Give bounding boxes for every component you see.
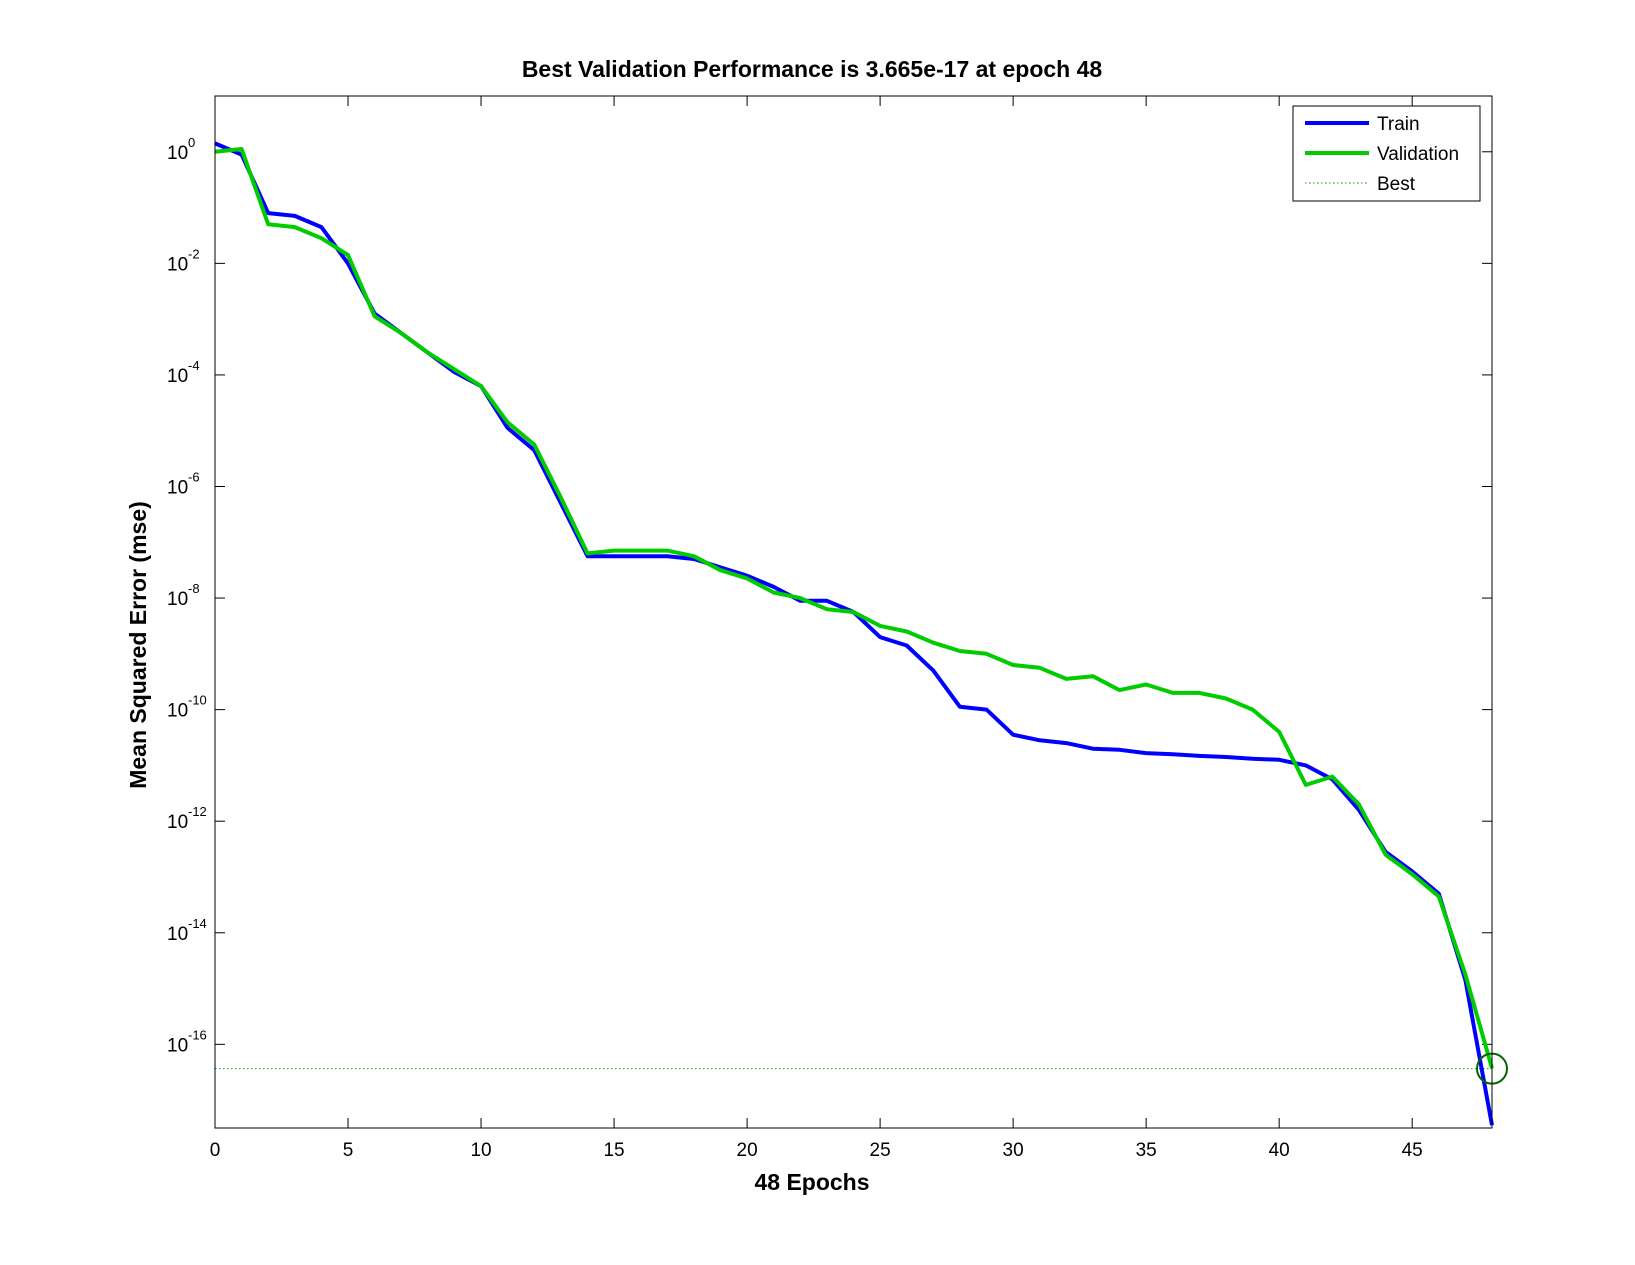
y-tick-exponent: -6 bbox=[188, 469, 200, 484]
chart-title: Best Validation Performance is 3.665e-17… bbox=[522, 56, 1103, 82]
y-tick-exponent: -4 bbox=[188, 358, 200, 373]
legend: Train Validation Best bbox=[1292, 105, 1481, 202]
x-tick-label: 5 bbox=[343, 1140, 354, 1161]
y-axis-label: Mean Squared Error (mse) bbox=[125, 501, 151, 789]
legend-label-best: Best bbox=[1377, 174, 1416, 195]
y-tick-label: 10-12 bbox=[167, 804, 207, 833]
y-tick-label: 100 bbox=[167, 135, 195, 164]
x-tick-label: 15 bbox=[603, 1140, 624, 1161]
x-tick-label: 10 bbox=[470, 1140, 491, 1161]
y-tick-base: 10 bbox=[167, 589, 188, 610]
x-tick-label: 25 bbox=[870, 1140, 891, 1161]
y-tick-exponent: -2 bbox=[188, 246, 200, 261]
x-tick-label: 0 bbox=[210, 1140, 221, 1161]
y-tick-base: 10 bbox=[167, 924, 188, 945]
x-tick-label: 35 bbox=[1136, 1140, 1157, 1161]
legend-label-train: Train bbox=[1377, 114, 1420, 135]
y-tick-exponent: -16 bbox=[188, 1027, 207, 1042]
y-tick-label: 10-8 bbox=[167, 581, 200, 610]
y-tick-label: 10-14 bbox=[167, 916, 207, 945]
y-tick-exponent: 0 bbox=[188, 135, 195, 150]
x-tick-label: 40 bbox=[1269, 1140, 1290, 1161]
y-tick-label: 10-2 bbox=[167, 246, 200, 275]
y-tick-base: 10 bbox=[167, 477, 188, 498]
y-tick-label: 10-4 bbox=[167, 358, 200, 387]
y-tick-exponent: -12 bbox=[188, 804, 207, 819]
series-line-validation bbox=[214, 147, 1494, 1069]
legend-label-validation: Validation bbox=[1377, 144, 1459, 165]
y-tick-base: 10 bbox=[167, 812, 188, 833]
y-tick-label: 10-6 bbox=[167, 469, 200, 498]
y-tick-label: 10-10 bbox=[167, 693, 207, 722]
y-tick-exponent: -14 bbox=[188, 916, 207, 931]
y-tick-exponent: -8 bbox=[188, 581, 200, 596]
x-tick-label: 30 bbox=[1003, 1140, 1024, 1161]
y-tick-base: 10 bbox=[167, 143, 188, 164]
y-tick-exponent: -10 bbox=[188, 693, 207, 708]
x-tick-label: 20 bbox=[737, 1140, 758, 1161]
plot-area: 0 5 10 15 20 25 30 35 40 4510010-210-410-610-810-… bbox=[167, 96, 1508, 1161]
x-tick-label: 45 bbox=[1402, 1140, 1423, 1161]
y-tick-label: 10-16 bbox=[167, 1027, 207, 1056]
series-line-train bbox=[214, 141, 1494, 1126]
y-tick-base: 10 bbox=[167, 701, 188, 722]
axes-frame bbox=[214, 95, 1493, 1129]
y-tick-base: 10 bbox=[167, 254, 188, 275]
x-axis-label: 48 Epochs bbox=[754, 1169, 869, 1195]
y-tick-base: 10 bbox=[167, 366, 188, 387]
y-tick-base: 10 bbox=[167, 1035, 188, 1056]
